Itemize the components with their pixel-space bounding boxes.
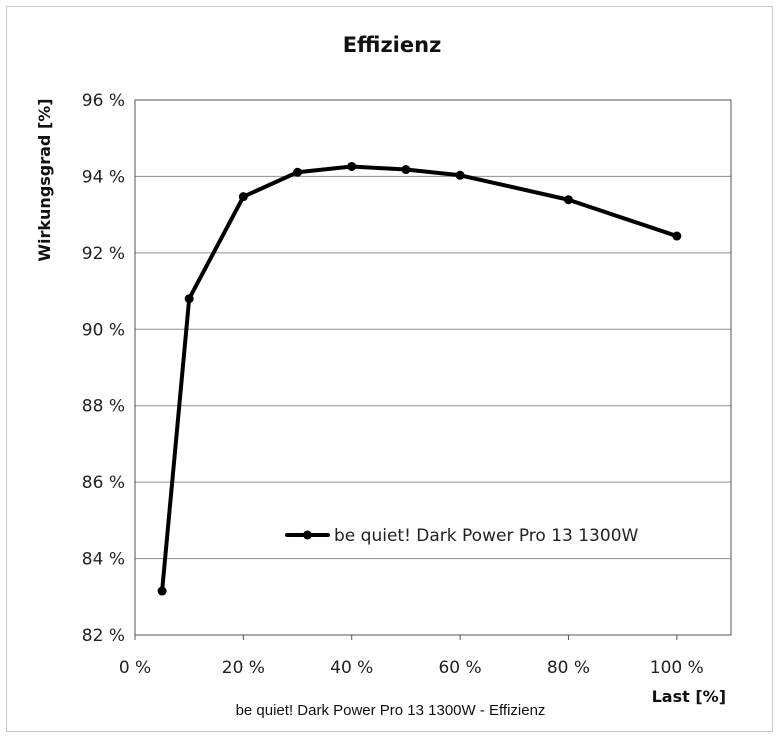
y-tick-label: 82 % xyxy=(82,626,125,646)
legend-label: be quiet! Dark Power Pro 13 1300W xyxy=(334,526,639,546)
y-tick-label: 94 % xyxy=(82,167,125,187)
data-point xyxy=(563,195,573,205)
figure-caption: be quiet! Dark Power Pro 13 1300W - Effi… xyxy=(0,700,781,721)
grid-layer xyxy=(135,99,731,636)
series-layer xyxy=(157,161,682,596)
x-tick-label: 80 % xyxy=(547,658,590,678)
data-point xyxy=(293,167,303,177)
data-point xyxy=(184,294,194,304)
data-point xyxy=(401,165,411,175)
legend: be quiet! Dark Power Pro 13 1300W xyxy=(285,526,639,546)
y-tick-labels: 82 % 84 % 86 % 88 % 90 % 92 % 94 % 96 % xyxy=(82,91,125,646)
y-tick-label: 92 % xyxy=(82,244,125,264)
plot-area xyxy=(134,99,732,636)
data-point xyxy=(157,586,167,596)
x-tick-label: 100 % xyxy=(650,658,704,678)
data-point xyxy=(455,170,465,180)
x-tick-labels: 0 % 20 % 40 % 60 % 80 % 100 % xyxy=(119,635,704,678)
chart-frame xyxy=(6,6,773,732)
data-point xyxy=(238,192,248,202)
y-tick-label: 86 % xyxy=(82,473,125,493)
y-tick-label: 90 % xyxy=(82,320,125,340)
x-axis-label: Last [%] xyxy=(652,687,726,706)
x-tick-label: 20 % xyxy=(222,658,265,678)
chart-title: Effizienz xyxy=(343,33,442,57)
x-tick-label: 0 % xyxy=(119,658,151,678)
y-axis-label: Wirkungsgrad [%] xyxy=(35,98,54,261)
y-tick-label: 96 % xyxy=(82,91,125,111)
legend-marker xyxy=(303,530,312,540)
data-point xyxy=(347,161,357,171)
x-tick-label: 60 % xyxy=(438,658,481,678)
caption-text: be quiet! Dark Power Pro 13 1300W - Effi… xyxy=(227,700,554,721)
y-tick-label: 84 % xyxy=(82,550,125,570)
data-point xyxy=(672,231,682,241)
y-tick-label: 88 % xyxy=(82,397,125,417)
x-tick-label: 40 % xyxy=(330,658,373,678)
